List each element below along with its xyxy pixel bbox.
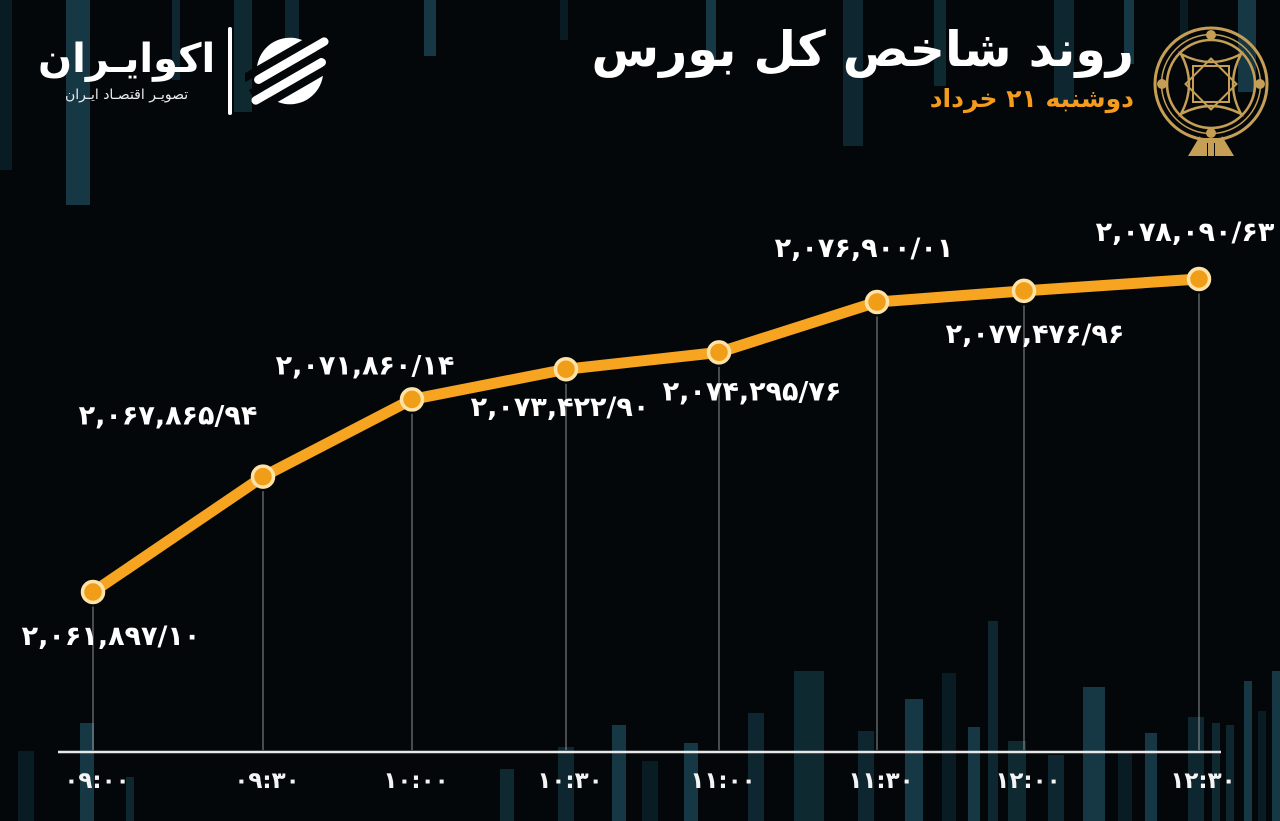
chart-date: دوشنبه ۲۱ خرداد [929, 84, 1134, 114]
decor-bar [0, 0, 12, 170]
decor-bar [748, 713, 764, 821]
decor-bar [1212, 723, 1220, 821]
brand-separator-bar [228, 27, 233, 115]
brand-tagline: تصویـر اقتصـاد ایـران [64, 86, 189, 103]
stock-exchange-emblem-icon [1148, 18, 1274, 158]
decor-bar [1188, 717, 1204, 821]
data-point-marker [706, 340, 732, 365]
x-axis-label: ۱۲:۰۰ [995, 768, 1060, 794]
decor-bar [843, 0, 863, 146]
data-point-marker [399, 387, 425, 412]
index-trend-line [87, 273, 1205, 598]
decor-bar [858, 731, 874, 821]
point-value-label: ۲,۰۷۸,۰۹۰/۶۳ [1096, 217, 1275, 248]
point-value-label: ۲,۰۶۱,۸۹۷/۱۰ [22, 621, 201, 652]
page-title: روند شاخص کل بورس [591, 21, 1134, 78]
brand-name: اکوایـران [38, 36, 216, 83]
decor-bar [706, 0, 716, 64]
decor-bar [1008, 741, 1026, 821]
point-value-label: ۲,۰۷۶,۹۰۰/۰۱ [775, 233, 954, 264]
decor-bar [500, 769, 514, 821]
decor-bar [934, 0, 946, 86]
decor-bar [126, 777, 134, 821]
x-axis-label: ۰۹:۰۰ [64, 768, 129, 794]
decor-bar [560, 0, 568, 40]
data-point-marker [864, 289, 890, 315]
x-axis-label: ۱۱:۳۰ [848, 768, 913, 794]
data-point-marker [1011, 278, 1037, 304]
decor-bar [1048, 755, 1064, 821]
decor-bar [1124, 0, 1134, 64]
decor-bar [234, 0, 252, 112]
decor-bar [794, 671, 824, 821]
x-axis-label: ۱۱:۰۰ [690, 768, 755, 794]
decor-bar [18, 751, 34, 821]
decor-bar [80, 723, 94, 821]
decor-bar [558, 747, 574, 821]
data-point-marker [250, 464, 276, 489]
x-axis-label: ۰۹:۳۰ [234, 768, 299, 794]
decor-bar [942, 673, 956, 821]
decor-bar [968, 727, 980, 821]
decor-bar [684, 743, 698, 821]
point-value-label: ۲,۰۷۴,۲۹۵/۷۶ [663, 376, 842, 407]
decor-bar [1118, 751, 1132, 821]
x-axis-label: ۱۰:۰۰ [383, 768, 448, 794]
x-axis-label: ۱۲:۳۰ [1170, 768, 1235, 794]
decor-bar [1145, 733, 1157, 821]
decor-bar [172, 0, 180, 80]
data-point-marker [80, 579, 106, 605]
ecoiran-brand-block: اکوایـران تصویـر اقتصـاد ایـران [38, 26, 336, 116]
x-axis-label: ۱۰:۳۰ [537, 768, 602, 794]
decor-bar [612, 725, 626, 821]
decor-bar [1083, 687, 1105, 821]
data-point-marker [553, 356, 579, 382]
ecoiran-globe-icon [245, 26, 336, 116]
decor-bar [1244, 681, 1252, 821]
decor-bar [988, 621, 998, 821]
point-value-label: ۲,۰۷۷,۴۷۶/۹۶ [946, 319, 1125, 350]
brand-text: اکوایـران تصویـر اقتصـاد ایـران [38, 39, 215, 103]
data-point-marker [1186, 266, 1212, 292]
decor-bar [1226, 725, 1234, 821]
decor-bar [1180, 0, 1188, 40]
point-value-label: ۲,۰۷۱,۸۶۰/۱۴ [276, 350, 455, 381]
decor-bar [66, 0, 90, 205]
decor-bar [1054, 0, 1074, 106]
decor-bar [1272, 671, 1280, 821]
decor-bar [424, 0, 436, 56]
point-value-label: ۲,۰۶۷,۸۶۵/۹۴ [79, 401, 258, 432]
title-block: روند شاخص کل بورس دوشنبه ۲۱ خرداد [591, 21, 1134, 114]
decor-bar [642, 761, 658, 821]
decor-bar [1258, 711, 1266, 821]
point-value-label: ۲,۰۷۳,۴۲۲/۹۰ [471, 392, 650, 423]
decor-bar [905, 699, 923, 821]
